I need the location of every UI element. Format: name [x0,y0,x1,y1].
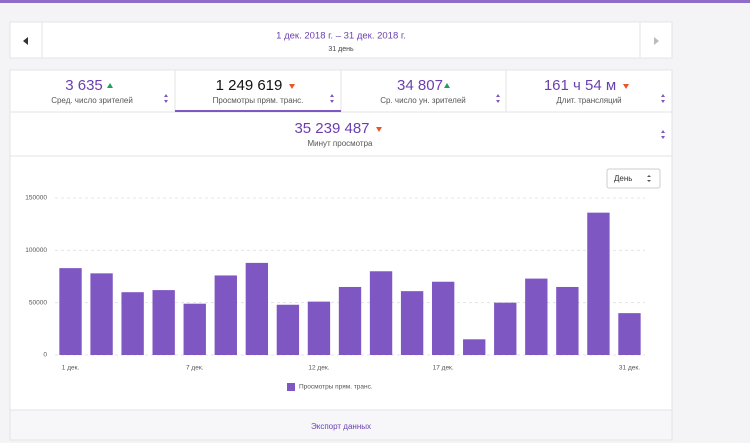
bar [587,212,610,355]
stat-label: Длит. трансляций [556,96,621,105]
stat-label: Просмотры прям. транс. [213,96,304,105]
top-bar [0,0,750,3]
chart: 0 50000 100000 150000 Просмотры прям. транс.… [25,195,645,391]
bar [307,301,331,355]
x-tick-label: 7 дек. [186,365,204,372]
bar [431,281,455,355]
sort-icon [661,130,665,139]
dropdown-value: День [614,174,632,183]
stat-value: 161 ч 54 м [544,77,616,94]
dropdown-icon [647,175,651,182]
y-tick-label: 100000 [25,247,47,254]
bar [214,275,237,355]
x-tick-label: 1 дек. [62,365,80,372]
bar [556,286,579,355]
bar [59,268,82,355]
stat-value: 1 249 619 [216,77,283,94]
stat-label: Сред. число зрителей [51,96,133,105]
sort-icon [661,94,665,103]
date-range: 1 дек. 2018 г. – 31 дек. 2018 г. [276,31,406,42]
legend-swatch [287,383,295,391]
y-tick-label: 0 [43,352,47,359]
stat-card[interactable]: 161 ч 54 м Длит. трансляций [544,77,665,105]
bar [369,271,393,355]
trend-up [444,83,450,88]
dropdown-box [606,168,661,189]
trend-down [289,84,295,89]
stat-value: 3 635 [65,77,103,94]
date-header [9,21,673,59]
x-tick-label: 17 дек. [433,365,454,372]
stat-card[interactable]: 3 635 Сред. число зрителей [51,77,168,105]
x-tick-label: 31 дек. [619,365,640,372]
sort-icon [496,94,500,103]
day-count: 31 день [328,46,354,53]
bar [121,292,144,355]
bar [245,262,269,355]
selected-underline [175,110,341,112]
stat-value: 34 807 [397,77,443,94]
stat-label: Ср. число ун. зрителей [380,96,466,105]
bar [525,278,548,355]
bar [494,302,517,355]
x-tick-label: 12 дек. [308,365,329,372]
bar [338,286,362,355]
stat-value: 35 239 487 [294,120,369,137]
stat-card[interactable]: 34 807 Ср. число ун. зрителей [380,77,500,105]
sort-icon [164,94,168,103]
bar [463,339,486,355]
stat-card[interactable]: 1 249 619 Просмотры прям. транс. [213,77,334,105]
stat-card[interactable]: 35 239 487 Минут просмотра [294,120,665,148]
y-tick-label: 50000 [29,299,47,306]
trend-up [107,83,113,88]
bar [276,304,300,355]
y-tick-label: 150000 [25,195,47,202]
bar [618,313,641,355]
next-button[interactable] [654,37,659,45]
bar [152,290,175,355]
interval-dropdown[interactable]: День [606,168,661,189]
prev-button[interactable] [23,37,28,45]
bar [90,273,113,355]
bar [183,303,206,355]
trend-down [623,84,629,89]
export-button[interactable]: Экспорт данных [311,422,371,431]
sort-icon [330,94,334,103]
footer [9,409,673,441]
stat-label: Минут просмотра [307,139,373,148]
legend-label: Просмотры прям. транс. [299,384,373,391]
bar [400,291,424,355]
trend-down [376,127,382,132]
